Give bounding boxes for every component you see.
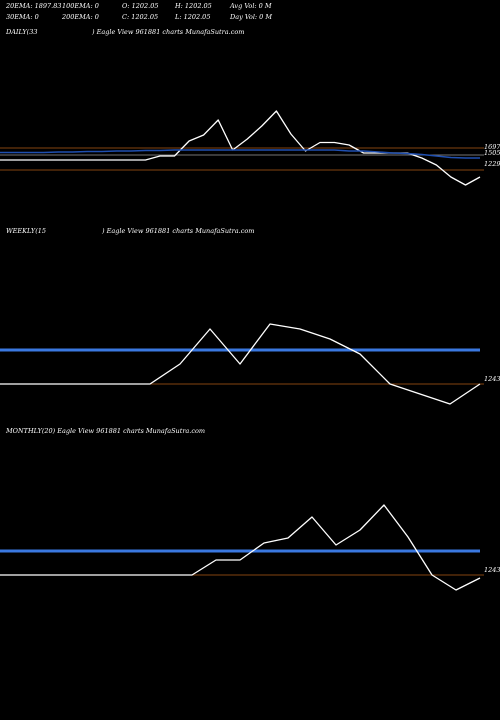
daily-label-1697: 1697 [484, 143, 500, 151]
series-layer [0, 110, 481, 591]
hdr-avg-vol: Avg Vol: 0 M [229, 2, 272, 10]
weekly-title: WEEKLY(15 [6, 227, 46, 235]
hdr-open: O: 1202.05 [122, 2, 158, 10]
daily-title: DAILY(33 [5, 28, 37, 36]
monthly-title: MONTHLY(20) Eagle View 961881 charts Mun… [5, 427, 205, 435]
hdr-100ema: 100EMA: 0 [62, 2, 99, 10]
hdr-close: C: 1202.05 [122, 13, 158, 21]
hdr-high: H: 1202.05 [174, 2, 212, 10]
weekly-price-line [0, 323, 481, 405]
hdr-low: L: 1202.05 [174, 13, 210, 21]
daily-label-1229: 1229 [484, 160, 500, 168]
monthly-price-line [0, 504, 481, 591]
weekly-subtitle: ) Eagle View 961881 charts MunafaSutra.c… [101, 227, 254, 235]
daily-label-1505: 1505 [484, 149, 500, 157]
hdr-day-vol: Day Vol: 0 M [229, 13, 272, 21]
hdr-200ema: 200EMA: 0 [61, 13, 99, 21]
daily-ema-line [0, 149, 480, 159]
hdr-20ema: 20EMA: 1897.83 [5, 2, 62, 10]
hdr-30ema: 30EMA: 0 [6, 13, 39, 21]
monthly-label-1243: 1243 [484, 566, 500, 574]
weekly-label-1243: 1243 [484, 375, 500, 383]
daily-subtitle: ) Eagle View 961881 charts MunafaSutra.c… [91, 28, 244, 36]
